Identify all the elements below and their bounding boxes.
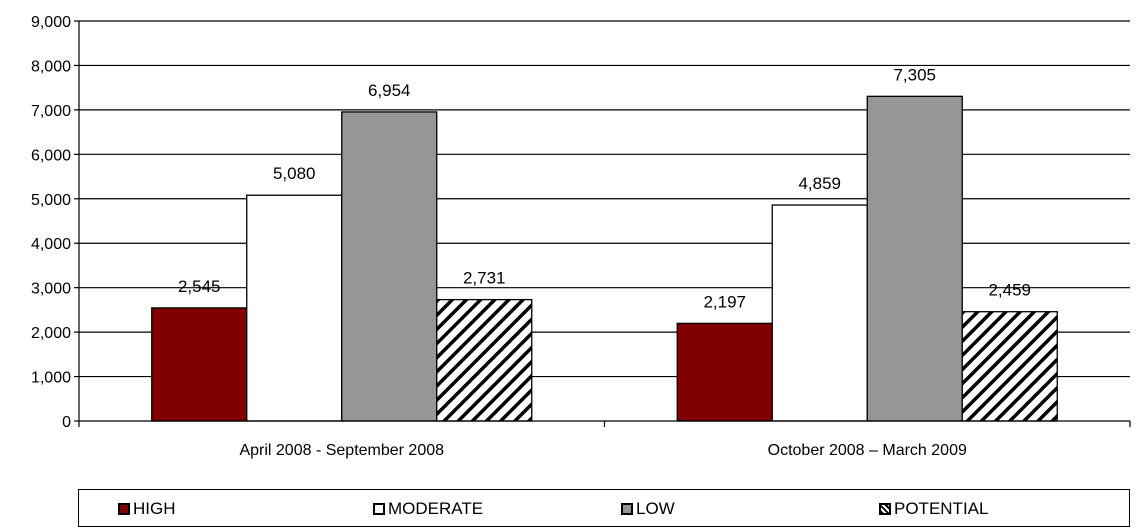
- legend-swatch: [373, 503, 385, 515]
- legend-label: MODERATE: [388, 499, 484, 518]
- y-tick-label: 5,000: [31, 192, 71, 209]
- bar-high: [151, 307, 248, 422]
- legend-label: HIGH: [133, 499, 176, 518]
- legend-item-low: LOW: [621, 499, 675, 519]
- bar-low: [341, 111, 438, 422]
- x-category-label: October 2008 – March 2009: [768, 442, 967, 459]
- legend-swatch: [621, 503, 633, 515]
- y-axis: 0 1,000 2,000 3,000 4,000 5,000 6,000 7,000 8,00…: [31, 14, 80, 431]
- y-tick-label: 8,000: [31, 58, 71, 75]
- bar-chart: 0 1,000 2,000 3,000 4,000 5,000 6,000 7,000 8,00…: [31, 14, 1131, 459]
- y-tick-label: 1,000: [31, 370, 71, 387]
- legend-swatch: [118, 503, 130, 515]
- data-label: 2,459: [988, 281, 1031, 300]
- legend-label: LOW: [636, 499, 675, 518]
- y-tick-label: 9,000: [31, 14, 71, 31]
- y-tick-label: 7,000: [31, 103, 71, 120]
- data-label: 2,197: [703, 292, 746, 311]
- y-tick-label: 0: [62, 414, 71, 431]
- y-tick-label: 2,000: [31, 325, 71, 342]
- legend-label: POTENTIAL: [894, 499, 989, 518]
- x-category-label: April 2008 - September 2008: [239, 442, 444, 459]
- y-tick-label: 6,000: [31, 147, 71, 164]
- bar-moderate: [771, 204, 868, 422]
- data-label: 4,859: [798, 174, 841, 193]
- data-label: 7,305: [893, 65, 936, 84]
- data-label: 6,954: [368, 81, 411, 100]
- legend-item-moderate: MODERATE: [373, 499, 483, 519]
- bars: [151, 95, 1058, 422]
- data-label: 5,080: [273, 164, 316, 183]
- data-label: 2,545: [178, 277, 221, 296]
- data-labels: 2,545 5,080 6,954 2,731 2,197 4,859 7,305 2,459: [178, 65, 1031, 311]
- bar-potential: [961, 311, 1058, 422]
- bar-low: [866, 95, 963, 422]
- bar-potential: [436, 298, 533, 422]
- legend: HIGH MODERATE LOW POTENTIAL: [78, 489, 1130, 527]
- y-tick-label: 3,000: [31, 281, 71, 298]
- legend-swatch: [879, 503, 891, 515]
- legend-item-potential: POTENTIAL: [879, 499, 988, 519]
- data-label: 2,731: [463, 269, 506, 288]
- bar-high: [676, 322, 773, 422]
- legend-item-high: HIGH: [118, 499, 176, 519]
- bar-moderate: [246, 194, 343, 422]
- y-tick-label: 4,000: [31, 236, 71, 253]
- x-axis: April 2008 - September 2008 October 2008 …: [78, 420, 1131, 459]
